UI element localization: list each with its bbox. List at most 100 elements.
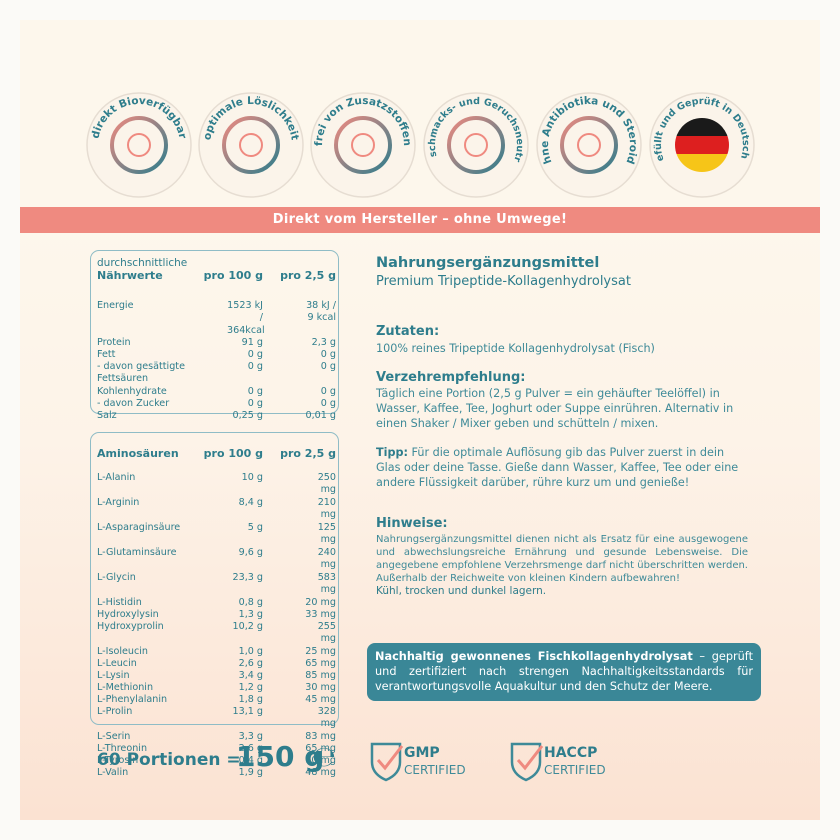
nutrition-row: Salz 0,25 g 0,01 g bbox=[97, 410, 339, 422]
nutrition-row: Kohlenhydrate 0 g 0 g bbox=[97, 386, 339, 398]
badge-icon bbox=[351, 133, 375, 157]
row-label: L-Arginin bbox=[97, 497, 140, 508]
gmp-icon bbox=[370, 742, 404, 782]
badge-ring bbox=[560, 116, 618, 174]
amino-row: L-Phenylalanin 1,8 g 45 mg bbox=[97, 694, 339, 706]
row-label: Kohlenhydrate bbox=[97, 386, 167, 397]
row-value: 65 mg bbox=[305, 743, 336, 754]
row-value: 0 g bbox=[247, 349, 263, 360]
row-value: 210 mg bbox=[317, 497, 336, 521]
header-col: pro 2,5 g bbox=[280, 447, 336, 460]
amino-row: L-Asparaginsäure 5 g 125 mg bbox=[97, 522, 339, 547]
row-value: 1,9 g bbox=[238, 767, 263, 778]
section-text: 100% reines Tripeptide Kollagenhydrolysa… bbox=[376, 342, 655, 355]
row-value: 8,4 g bbox=[238, 497, 263, 508]
header-label: Aminosäuren bbox=[97, 447, 179, 460]
row-label: L-Tyrosin bbox=[97, 755, 139, 766]
storage-note: Kühl, trocken und dunkel lagern. bbox=[376, 585, 547, 597]
badge bbox=[423, 92, 529, 198]
amino-row: L-Glycin 23,3 g 583 mg bbox=[97, 572, 339, 597]
gmp-label: GMP bbox=[404, 745, 440, 761]
amino-table: Aminosäuren pro 100 g pro 2,5 g L-Alanin… bbox=[90, 432, 339, 778]
row-value: 85 mg bbox=[305, 670, 336, 681]
amino-row: L-Lysin 3,4 g 85 mg bbox=[97, 670, 339, 682]
row-value: 0 g bbox=[247, 398, 263, 409]
row-value: 10,2 g bbox=[232, 621, 263, 632]
row-label: L-Glutaminsäure bbox=[97, 547, 177, 558]
row-value: 83 mg bbox=[305, 731, 336, 742]
row-value: 1,3 g bbox=[238, 609, 263, 620]
badge-outline bbox=[536, 92, 642, 198]
badge bbox=[198, 92, 304, 198]
section-heading: Hinweise: bbox=[376, 516, 448, 531]
product-title: Nahrungsergänzungsmittel bbox=[376, 255, 600, 271]
product-subtitle: Premium Tripeptide-Kollagenhydrolysat bbox=[376, 274, 631, 289]
row-value: 20 mg bbox=[305, 597, 336, 608]
nutrition-header: Nährwerte pro 100 g pro 2,5 g bbox=[97, 269, 339, 282]
banner: Direkt vom Hersteller – ohne Umwege! bbox=[20, 207, 820, 233]
amino-row: L-Isoleucin 1,0 g 25 mg bbox=[97, 646, 339, 658]
row-value: 240 mg bbox=[317, 547, 336, 571]
row-label: L-Asparaginsäure bbox=[97, 522, 181, 533]
header-col: pro 100 g bbox=[203, 269, 263, 282]
amino-row: L-Methionin 1,2 g 30 mg bbox=[97, 682, 339, 694]
badge-ring bbox=[110, 116, 168, 174]
row-label: L-Leucin bbox=[97, 658, 137, 669]
row-value: 0 g bbox=[247, 361, 263, 372]
row-value: 583 mg bbox=[317, 572, 336, 596]
row-label: - davon gesättigte Fettsäuren bbox=[97, 361, 185, 385]
row-value: 5 g bbox=[247, 522, 263, 533]
row-label: L-Isoleucin bbox=[97, 646, 149, 657]
row-value: 48 mg bbox=[305, 767, 336, 778]
amino-row: L-Prolin 13,1 g 328 mg bbox=[97, 706, 339, 731]
amino-row: Hydroxylysin 1,3 g 33 mg bbox=[97, 609, 339, 621]
row-label: Protein bbox=[97, 337, 131, 348]
badge-ring bbox=[447, 116, 505, 174]
amino-row: L-Histidin 0,8 g 20 mg bbox=[97, 597, 339, 609]
flag-red bbox=[675, 136, 729, 154]
row-value: 2,6 g bbox=[238, 743, 263, 754]
row-label: Hydroxyprolin bbox=[97, 621, 164, 632]
portions: 60 Portionen = bbox=[97, 750, 241, 770]
badge-outline bbox=[310, 92, 416, 198]
row-value: 1,0 g bbox=[238, 646, 263, 657]
estimate-sign: ℮ bbox=[312, 740, 336, 773]
weight: 150 g bbox=[236, 740, 325, 773]
row-value: 38 kJ / 9 kcal bbox=[306, 300, 336, 324]
amino-row: L-Valin 1,9 g 48 mg bbox=[97, 767, 339, 779]
row-value: 0 g bbox=[247, 386, 263, 397]
amino-row: L-Tyrosin 0,4 g 10 mg bbox=[97, 755, 339, 767]
row-value: 23,3 g bbox=[232, 572, 263, 583]
row-value: 255 mg bbox=[317, 621, 336, 645]
row-label: Salz bbox=[97, 410, 117, 421]
amino-row: L-Alanin 10 g 250 mg bbox=[97, 472, 339, 497]
row-value: 13,1 g bbox=[232, 706, 263, 717]
tip-text: Für die optimale Auflösung gib das Pulve… bbox=[376, 446, 739, 489]
amino-header: Aminosäuren pro 100 g pro 2,5 g bbox=[97, 447, 339, 460]
row-value: 0 g bbox=[320, 398, 336, 409]
row-value: 65 mg bbox=[305, 658, 336, 669]
row-value: 10 mg bbox=[305, 755, 336, 766]
row-label: L-Lysin bbox=[97, 670, 130, 681]
section-heading: Zutaten: bbox=[376, 324, 440, 339]
row-label: Hydroxylysin bbox=[97, 609, 159, 620]
row-value: 1,2 g bbox=[238, 682, 263, 693]
row-label: L-Threonin bbox=[97, 743, 148, 754]
badge-icon bbox=[464, 133, 488, 157]
amino-row: L-Serin 3,3 g 83 mg bbox=[97, 731, 339, 743]
row-value: 91 g bbox=[241, 337, 263, 348]
row-label: L-Valin bbox=[97, 767, 129, 778]
badge bbox=[649, 92, 755, 198]
flag-black bbox=[675, 118, 729, 136]
section-text: Täglich eine Portion (2,5 g Pulver = ein… bbox=[376, 387, 734, 430]
badge-ring bbox=[334, 116, 392, 174]
row-value: 30 mg bbox=[305, 682, 336, 693]
row-value: 250 mg bbox=[317, 472, 336, 496]
info-bold: Nachhaltig gewonnenes Fischkollagenhydro… bbox=[375, 650, 693, 663]
row-label: L-Serin bbox=[97, 731, 131, 742]
amino-row: Hydroxyprolin 10,2 g 255 mg bbox=[97, 621, 339, 646]
nutrition-row: Energie 1523 kJ / 364kcal 38 kJ / 9 kcal bbox=[97, 300, 339, 337]
header-label: Nährwerte bbox=[97, 269, 163, 282]
amino-row: L-Threonin 2,6 g 65 mg bbox=[97, 743, 339, 755]
